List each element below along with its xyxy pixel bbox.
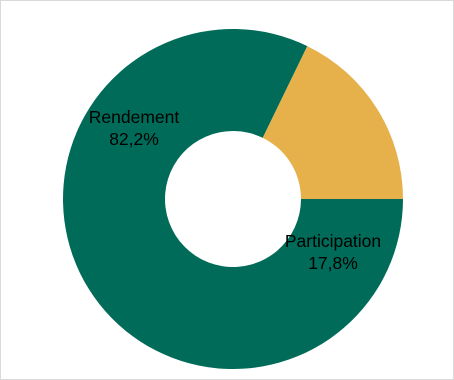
slice-value-label: 17,8% bbox=[308, 253, 358, 273]
slice-rendement bbox=[63, 28, 403, 370]
slice-category-label: Participation bbox=[285, 231, 381, 251]
slices-group bbox=[63, 28, 403, 370]
slice-value-label: 82,2% bbox=[109, 129, 159, 149]
slice-category-label: Rendement bbox=[89, 107, 180, 127]
slice-participation bbox=[262, 46, 403, 200]
